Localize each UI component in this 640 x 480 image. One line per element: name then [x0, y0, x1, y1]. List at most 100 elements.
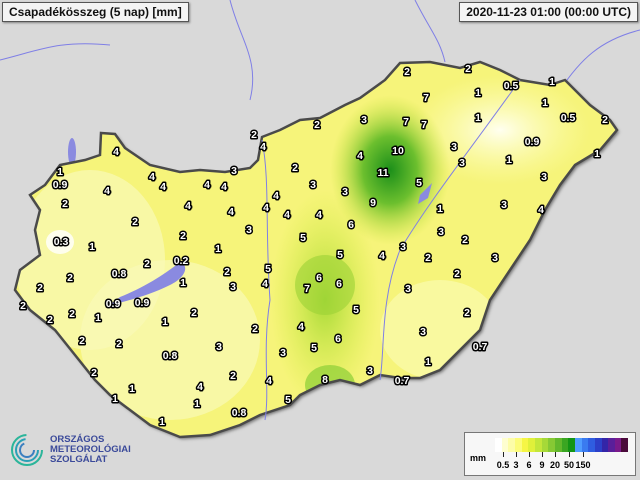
station-value: 3 — [310, 179, 316, 191]
station-value: 3 — [501, 199, 507, 211]
station-value: 0.9 — [135, 297, 150, 309]
station-value: 0.5 — [504, 80, 519, 92]
station-value: 4 — [538, 204, 544, 216]
station-value: 0.8 — [232, 407, 247, 419]
station-value: 2 — [91, 367, 97, 379]
omsz-logo: ORSZÁGOS METEOROLÓGIAI SZOLGÁLAT — [10, 430, 160, 472]
legend-swatch — [601, 438, 609, 452]
station-value: 4 — [262, 278, 268, 290]
station-value: 2 — [454, 268, 460, 280]
station-value: 2 — [251, 129, 257, 141]
station-value: 1 — [89, 241, 95, 253]
station-value: 0.2 — [174, 255, 189, 267]
station-value: 2 — [224, 266, 230, 278]
station-value: 3 — [280, 347, 286, 359]
station-value: 7 — [423, 92, 429, 104]
station-value: 0.9 — [53, 179, 68, 191]
legend-swatch — [574, 438, 582, 452]
legend-tick-mark — [569, 452, 570, 457]
station-value: 3 — [400, 241, 406, 253]
station-value: 0.9 — [106, 298, 121, 310]
station-value: 2 — [116, 338, 122, 350]
legend-tick-mark — [542, 452, 543, 457]
station-value: 5 — [265, 263, 271, 275]
station-value: 5 — [300, 232, 306, 244]
station-value: 3 — [231, 165, 237, 177]
station-value: 1 — [475, 112, 481, 124]
station-value: 5 — [337, 249, 343, 261]
station-value: 1 — [506, 154, 512, 166]
station-value: 4 — [260, 141, 266, 153]
station-value: 5 — [311, 342, 317, 354]
station-value: 2 — [67, 272, 73, 284]
legend-swatch — [501, 438, 509, 452]
logo-line-1: ORSZÁGOS — [50, 434, 105, 445]
legend-tick-mark — [529, 452, 530, 457]
station-value: 4 — [316, 209, 322, 221]
station-value: 4 — [263, 202, 269, 214]
legend-swatch — [521, 438, 529, 452]
station-value: 1 — [95, 312, 101, 324]
legend-swatch — [534, 438, 542, 452]
station-value: 2 — [425, 252, 431, 264]
station-value: 2 — [191, 307, 197, 319]
station-value: 1 — [159, 416, 165, 428]
station-value: 7 — [304, 283, 310, 295]
legend-tick-mark — [503, 452, 504, 457]
station-value: 2 — [462, 234, 468, 246]
legend-swatch — [508, 438, 515, 452]
station-value: 2 — [464, 307, 470, 319]
station-value: 3 — [451, 141, 457, 153]
station-value: 3 — [438, 226, 444, 238]
station-value: 2 — [314, 119, 320, 131]
legend-swatch — [528, 438, 535, 452]
station-value: 3 — [492, 252, 498, 264]
legend-colorbar — [495, 438, 629, 452]
station-value: 7 — [403, 116, 409, 128]
station-value: 1 — [112, 393, 118, 405]
station-value: 2 — [47, 314, 53, 326]
logo-swirl-icon — [11, 434, 43, 466]
station-value: 5 — [353, 304, 359, 316]
station-value: 0.5 — [561, 112, 576, 124]
station-value: 5 — [416, 177, 422, 189]
station-value: 10 — [392, 145, 404, 157]
station-value: 1 — [594, 148, 600, 160]
station-value: 2 — [62, 198, 68, 210]
station-value: 4 — [221, 181, 227, 193]
legend-tick-label: 150 — [575, 460, 591, 470]
station-value: 3 — [216, 341, 222, 353]
logo-line-3: SZOLGÁLAT — [50, 454, 108, 465]
station-value: 4 — [104, 185, 110, 197]
station-value: 2 — [292, 162, 298, 174]
legend-tick-label: 3 — [513, 460, 519, 470]
station-value: 8 — [322, 374, 328, 386]
station-value: 9 — [370, 197, 376, 209]
station-value: 1 — [194, 398, 200, 410]
legend-swatch — [541, 438, 549, 452]
legend-swatch — [514, 438, 522, 452]
timestamp: 2020-11-23 01:00 (00:00 UTC) — [459, 2, 638, 22]
station-value: 3 — [367, 365, 373, 377]
station-value: 3 — [361, 114, 367, 126]
logo-line-2: METEOROLÓGIAI — [50, 444, 131, 455]
legend-tick-label: 0.5 — [496, 460, 510, 470]
station-value: 0.8 — [112, 268, 127, 280]
station-value: 1 — [549, 76, 555, 88]
station-value: 4 — [284, 209, 290, 221]
inner-rivers — [261, 79, 521, 421]
station-value: 2 — [37, 282, 43, 294]
legend-swatch — [608, 438, 615, 452]
station-value: 3 — [230, 281, 236, 293]
legend-tick-mark — [583, 452, 584, 457]
station-value: 0.8 — [163, 350, 178, 362]
station-value: 4 — [149, 171, 155, 183]
legend-swatch — [561, 438, 569, 452]
legend-tick-label: 50 — [563, 460, 575, 470]
station-value: 3 — [420, 326, 426, 338]
station-value: 5 — [285, 394, 291, 406]
lake-neusiedl — [68, 138, 76, 166]
lake-balaton — [108, 262, 186, 306]
